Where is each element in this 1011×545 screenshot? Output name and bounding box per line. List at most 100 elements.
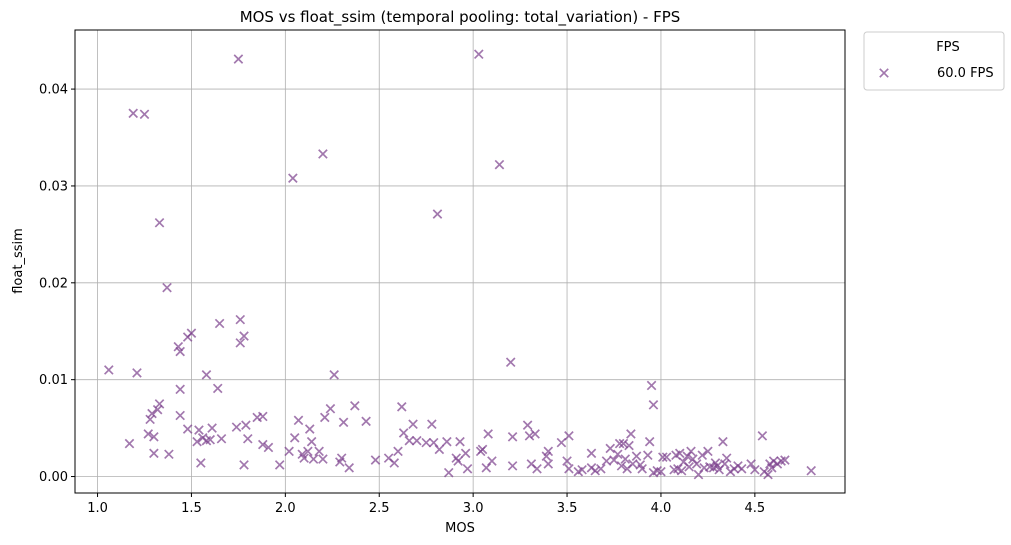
data-point (477, 444, 488, 455)
x-tick-label: 3.5 (557, 501, 578, 516)
data-point (686, 446, 696, 457)
data-point (336, 453, 347, 463)
data-point (806, 465, 816, 476)
data-point (703, 446, 713, 457)
x-tick-label: 3.0 (463, 501, 484, 516)
data-point (152, 404, 163, 415)
data-point (212, 383, 223, 394)
x-tick-label: 4.0 (651, 501, 672, 516)
data-point (242, 433, 253, 444)
x-axis-label: MOS (445, 521, 475, 536)
data-point (338, 417, 349, 428)
data-point (507, 432, 518, 442)
data-point (239, 460, 249, 470)
data-point (145, 414, 155, 425)
data-point (609, 455, 619, 465)
data-point (194, 425, 204, 435)
data-point (620, 454, 631, 464)
data-point (564, 431, 574, 441)
data-point (644, 436, 655, 447)
data-point (128, 108, 139, 119)
data-point (684, 462, 694, 472)
data-point (154, 217, 165, 228)
x-tick-label: 1.0 (87, 501, 108, 516)
data-point (646, 380, 657, 391)
data-point (149, 432, 159, 442)
data-point (306, 436, 317, 447)
data-point (319, 412, 330, 423)
legend-title: FPS (936, 40, 960, 55)
x-tick-label: 2.5 (369, 501, 390, 516)
data-point (643, 450, 653, 461)
data-point (674, 448, 685, 459)
data-point (697, 450, 708, 461)
y-axis: 0.00 0.01 0.02 0.03 0.04 (39, 83, 75, 485)
data-point (344, 463, 354, 473)
data-point (124, 438, 135, 449)
legend-label: 60.0 FPS (937, 66, 994, 81)
data-point (216, 433, 227, 444)
y-tick-label: 0.02 (39, 276, 68, 291)
data-point (258, 411, 268, 422)
data-point (648, 400, 659, 410)
data-point (293, 415, 304, 426)
chart-title: MOS vs float_ssim (temporal pooling: tot… (240, 8, 681, 27)
data-point (149, 448, 159, 459)
data-point (235, 314, 246, 325)
data-point (284, 446, 294, 457)
data-point (661, 452, 672, 462)
x-tick-label: 2.0 (275, 501, 296, 516)
y-tick-label: 0.03 (39, 179, 68, 194)
legend-marker-icon (879, 68, 889, 78)
data-point (207, 423, 217, 433)
data-point (618, 438, 629, 449)
data-point (736, 463, 747, 474)
data-point (154, 399, 165, 409)
data-point (616, 461, 627, 471)
data-point (462, 463, 473, 474)
data-point (274, 460, 285, 470)
plot-frame (74, 29, 846, 494)
plot-background (75, 30, 845, 493)
data-point (637, 463, 647, 474)
data-point (624, 440, 634, 451)
data-point (132, 368, 142, 378)
y-tick-label: 0.00 (39, 470, 68, 485)
data-point (612, 449, 623, 460)
data-point (233, 54, 244, 64)
data-point (288, 173, 298, 183)
data-point (182, 424, 193, 434)
legend-marker-x (879, 68, 889, 78)
data-point (263, 442, 274, 453)
data-points (104, 49, 816, 480)
data-point (721, 453, 732, 463)
y-tick-label: 0.01 (39, 373, 68, 388)
data-point (318, 149, 328, 159)
data-point (586, 448, 597, 459)
data-point (361, 416, 371, 427)
data-point (299, 453, 309, 463)
data-point (562, 456, 572, 466)
grid (75, 30, 845, 493)
data-point (750, 464, 760, 475)
data-point (162, 282, 172, 293)
data-point (605, 443, 616, 454)
data-point (543, 459, 554, 469)
plot-area (74, 29, 846, 494)
data-point (289, 432, 300, 443)
x-tick-label: 1.5 (181, 501, 202, 516)
data-point (564, 463, 574, 474)
data-point (175, 384, 185, 395)
data-point (239, 331, 249, 341)
data-point (139, 109, 150, 120)
data-point (325, 403, 336, 414)
data-point (455, 436, 465, 447)
data-point (601, 456, 612, 466)
data-point (443, 467, 454, 478)
data-point (763, 469, 773, 480)
data-point (175, 410, 185, 421)
legend-box (863, 31, 1005, 91)
data-point (577, 464, 587, 475)
data-point (427, 419, 437, 430)
